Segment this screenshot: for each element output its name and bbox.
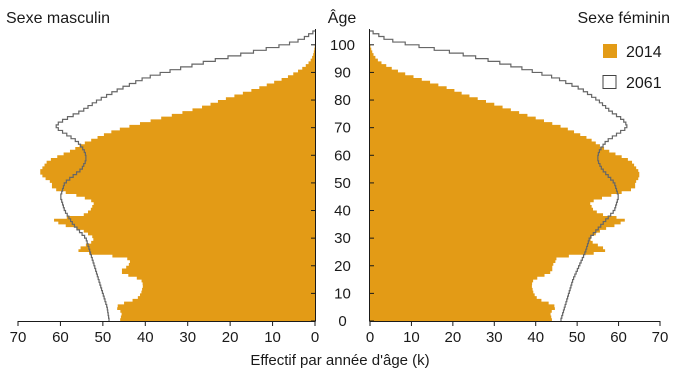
male-x-tick-label: 0 bbox=[311, 329, 319, 346]
legend-swatch-2014 bbox=[603, 44, 617, 58]
male-2014-area-group bbox=[40, 44, 316, 322]
male-x-tick-label: 50 bbox=[95, 329, 112, 346]
age-tick-label: 70 bbox=[334, 120, 351, 137]
age-tick-label: 90 bbox=[334, 64, 351, 81]
female-2061-outline-group bbox=[370, 30, 628, 321]
female-2014-area bbox=[370, 44, 640, 322]
male-x-tick-label: 60 bbox=[52, 329, 69, 346]
female-2014-area-group bbox=[370, 44, 640, 322]
female-x-tick-label: 70 bbox=[652, 329, 669, 346]
male-2061-outline bbox=[55, 30, 315, 321]
right-panel-title: Sexe féminin bbox=[578, 10, 671, 27]
age-tick-label: 30 bbox=[334, 230, 351, 247]
male-x-tick-label: 40 bbox=[137, 329, 154, 346]
x-axis-label: Effectif par année d'âge (k) bbox=[250, 352, 429, 369]
age-tick-label: 80 bbox=[334, 92, 351, 109]
legend-swatch-2061 bbox=[602, 75, 617, 89]
female-x-tick-label: 20 bbox=[445, 329, 462, 346]
age-tick-label: 10 bbox=[334, 285, 351, 302]
male-2061-outline-group bbox=[55, 30, 315, 321]
female-x-tick-label: 0 bbox=[366, 329, 374, 346]
legend-label-2014: 2014 bbox=[626, 44, 662, 61]
left-panel-title: Sexe masculin bbox=[6, 10, 110, 27]
male-x-tick-label: 30 bbox=[179, 329, 196, 346]
female-x-tick-label: 10 bbox=[403, 329, 420, 346]
female-x-tick-label: 50 bbox=[569, 329, 586, 346]
age-tick-label: 40 bbox=[334, 203, 351, 220]
age-tick-label: 100 bbox=[330, 37, 355, 54]
male-2014-area bbox=[40, 44, 316, 322]
male-x-tick-label: 10 bbox=[264, 329, 281, 346]
legend-label-2061: 2061 bbox=[626, 75, 662, 92]
legend: 2014 2061 bbox=[602, 44, 662, 92]
female-x-tick-label: 60 bbox=[610, 329, 627, 346]
female-x-tick-label: 40 bbox=[527, 329, 544, 346]
age-tick-label: 60 bbox=[334, 147, 351, 164]
male-x-tick-label: 70 bbox=[10, 329, 27, 346]
female-x-tick-label: 30 bbox=[486, 329, 503, 346]
y-axis-label: Âge bbox=[328, 8, 357, 27]
axes-group bbox=[17, 29, 661, 326]
age-tick-label: 50 bbox=[334, 175, 351, 192]
age-tick-label: 0 bbox=[338, 313, 346, 330]
female-2061-outline bbox=[370, 30, 628, 321]
age-tick-label: 20 bbox=[334, 258, 351, 275]
male-x-tick-label: 20 bbox=[222, 329, 239, 346]
